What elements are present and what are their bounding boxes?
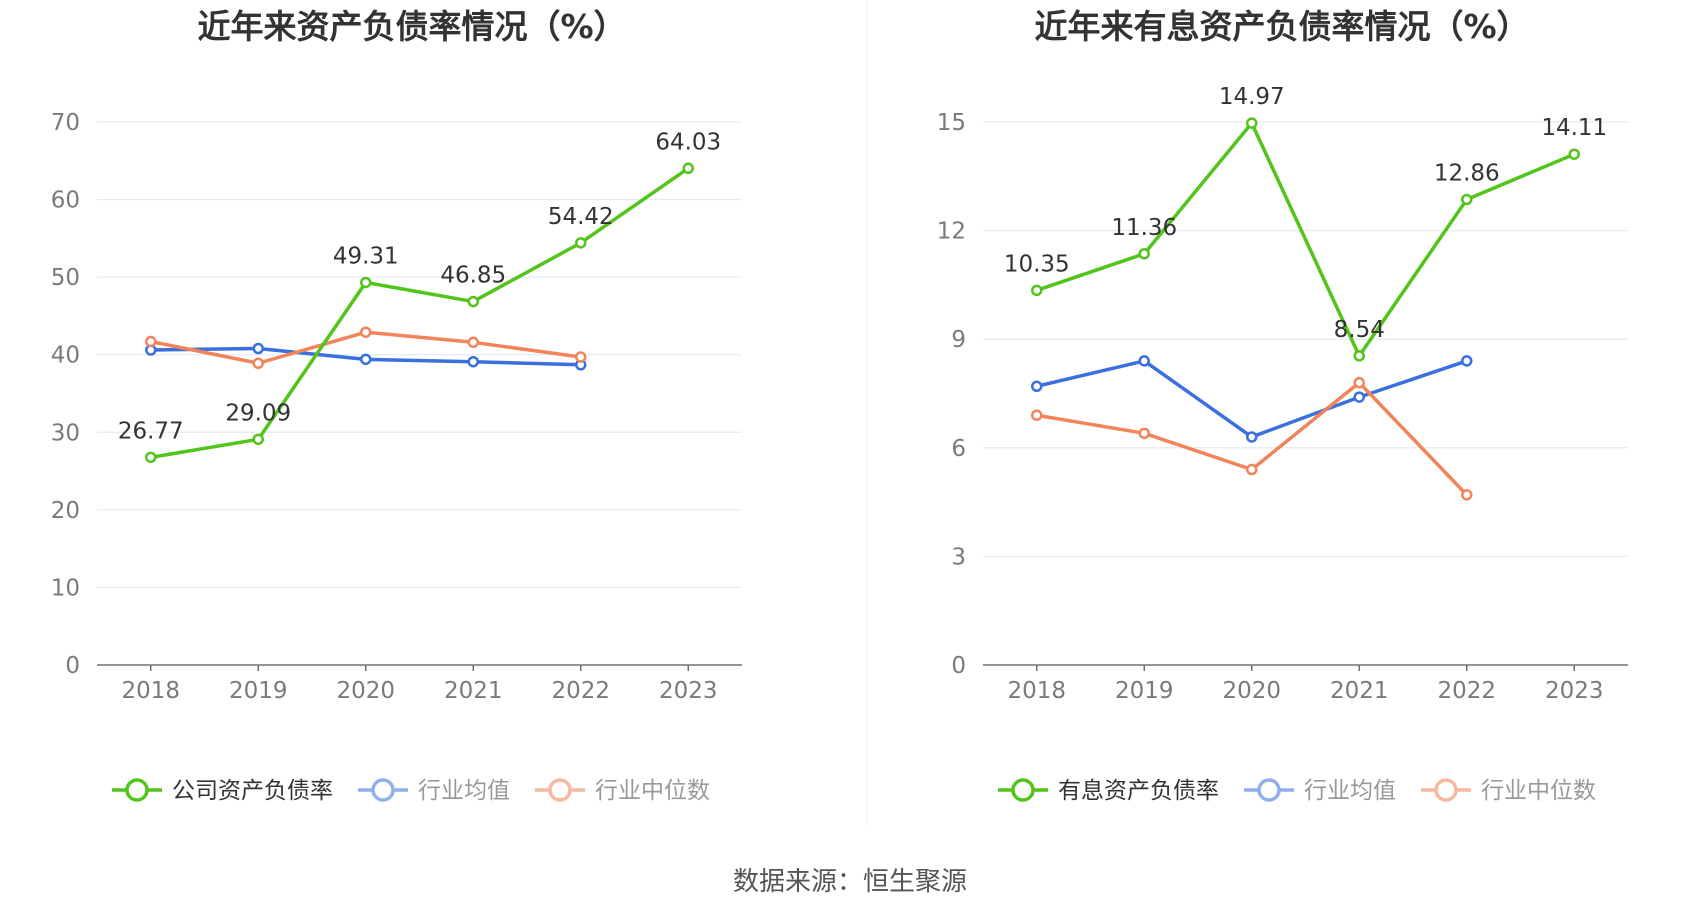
legend-label: 行业中位数 [1481, 778, 1596, 804]
y-tick-label: 30 [51, 420, 80, 446]
y-tick-label: 50 [51, 265, 80, 291]
x-tick-label: 2018 [121, 678, 180, 704]
x-tick-label: 2023 [1545, 678, 1604, 704]
legend-label: 行业中位数 [595, 778, 710, 804]
chart-panel-1: 近年来资产负债率情况（%） 0 10 20 30 40 50 60 70 2018 2019 2020… [51, 7, 742, 804]
y-tick-label: 0 [65, 653, 80, 679]
data-point [575, 351, 587, 363]
legend-marker [371, 778, 395, 802]
x-tick-label: 2022 [551, 678, 610, 704]
data-label: 46.85 [440, 263, 506, 289]
legend-item-2: 行业均值 [358, 778, 510, 804]
x-tick-label: 2023 [659, 678, 718, 704]
data-point [467, 295, 479, 308]
legend-marker [548, 778, 572, 802]
data-label: 64.03 [655, 129, 721, 155]
data-point [1246, 463, 1258, 476]
y-tick-label: 70 [51, 110, 80, 136]
data-point [467, 355, 479, 368]
data-point [1246, 117, 1258, 129]
source-label: 数据来源：恒生聚源 [733, 867, 967, 897]
data-label: 14.97 [1219, 84, 1285, 110]
x-tick-label: 2021 [1330, 678, 1389, 704]
chart-title: 近年来有息资产负债率情况（%） [1034, 7, 1529, 46]
data-label: 11.36 [1111, 215, 1177, 241]
chart-title: 近年来资产负债率情况（%） [197, 7, 626, 46]
data-label: 26.77 [118, 418, 184, 444]
legend-label: 有息资产负债率 [1058, 778, 1219, 804]
legend-item-2: 行业均值 [1244, 778, 1396, 804]
data-label: 49.31 [333, 243, 399, 269]
y-tick-label: 6 [951, 436, 966, 462]
y-tick-label: 10 [51, 575, 80, 601]
y-tick-label: 3 [951, 544, 966, 570]
data-point [252, 357, 264, 369]
data-point [252, 433, 264, 446]
legend-item-1: 公司资产负债率 [112, 778, 333, 804]
chart-panel-2: 近年来有息资产负债率情况（%） 0 3 6 9 12 15 2018 2019 2020 2021 2… [937, 7, 1628, 804]
data-point [1461, 489, 1473, 501]
data-point [1568, 148, 1580, 160]
data-point [1138, 248, 1150, 260]
data-point [1461, 355, 1473, 367]
data-label: 8.54 [1334, 317, 1385, 343]
legend-marker [125, 778, 149, 802]
data-label: 14.11 [1541, 115, 1607, 141]
data-point [1461, 193, 1473, 206]
data-label: 29.09 [225, 400, 291, 426]
x-tick-label: 2018 [1007, 678, 1066, 704]
y-tick-label: 0 [951, 653, 966, 679]
data-point [1138, 355, 1150, 367]
x-tick-label: 2019 [1115, 678, 1174, 704]
data-point [1246, 431, 1258, 443]
legend-label: 公司资产负债率 [172, 778, 333, 804]
data-label: 54.42 [548, 204, 614, 230]
data-point [145, 451, 157, 464]
data-label: 12.86 [1434, 160, 1500, 186]
y-tick-label: 12 [937, 219, 966, 245]
series-line-1 [150, 166, 690, 460]
data-point [360, 326, 372, 338]
legend-marker [1434, 778, 1458, 802]
series-line-1 [1036, 121, 1575, 358]
y-tick-label: 20 [51, 498, 80, 524]
y-tick-label: 15 [937, 110, 966, 136]
x-tick-label: 2019 [229, 678, 288, 704]
data-point [682, 162, 694, 175]
y-tick-label: 60 [51, 188, 80, 214]
legend-marker [1011, 778, 1035, 802]
data-point [1353, 350, 1365, 362]
data-point [252, 342, 264, 355]
data-point [575, 237, 587, 249]
data-point [1353, 376, 1365, 389]
x-tick-label: 2021 [444, 678, 503, 704]
x-tick-label: 2022 [1437, 678, 1496, 704]
data-point [467, 336, 479, 349]
data-point [145, 335, 157, 348]
data-point [1031, 284, 1043, 297]
data-point [1138, 427, 1150, 440]
legend-marker [1257, 778, 1281, 802]
legend-item-3: 行业中位数 [1421, 778, 1596, 804]
legend-label: 行业均值 [1304, 778, 1396, 804]
data-point [360, 276, 372, 289]
y-tick-label: 40 [51, 343, 80, 369]
data-point [360, 353, 372, 366]
data-label: 10.35 [1004, 251, 1070, 277]
data-point [1031, 409, 1043, 421]
x-tick-label: 2020 [336, 678, 395, 704]
x-tick-label: 2020 [1222, 678, 1281, 704]
y-tick-label: 9 [951, 327, 966, 353]
data-point [1031, 380, 1043, 393]
legend-item-1: 有息资产负债率 [998, 778, 1219, 804]
data-point [1353, 391, 1365, 403]
legend-label: 行业均值 [418, 778, 510, 804]
legend-item-3: 行业中位数 [535, 778, 710, 804]
